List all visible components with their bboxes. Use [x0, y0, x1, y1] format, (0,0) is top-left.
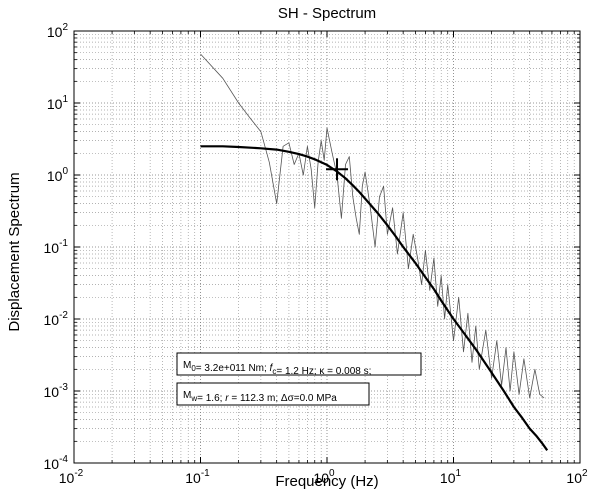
x-tick-label: 102: [566, 468, 588, 486]
observed-spectrum-line: [200, 53, 545, 399]
x-tick-label: 10-2: [59, 468, 84, 486]
y-tick-label: 10-2: [44, 310, 69, 328]
plot-area: 10-2 10-1 100 101 102 10-4 10-3 10-2 10-1 100 101 1…: [44, 22, 588, 486]
chart-title: SH - Spectrum: [278, 5, 376, 22]
y-tick-label: 102: [47, 22, 69, 40]
x-tick-label: 101: [440, 468, 462, 486]
x-tick-label: 100: [313, 468, 335, 486]
annotation-text: M0= 3.2e+011 Nm; fc= 1.2 Hz; κ = 0.008 s…: [183, 360, 371, 377]
y-tick-label: 101: [47, 94, 69, 112]
y-tick-label: 10-3: [44, 382, 69, 400]
y-axis-label: Displacement Spectrum: [6, 172, 23, 331]
x-axis-label: Frequency (Hz): [275, 473, 378, 490]
model-spectrum-line: [200, 145, 549, 451]
annotation-text: Mw= 1.6; r = 112.3 m; Δσ=0.0 MPa: [183, 390, 337, 404]
annotation-box: [176, 382, 370, 406]
x-tick-label: 10-1: [185, 468, 210, 486]
y-tick-label: 10-4: [44, 454, 69, 472]
y-tick-label: 10-1: [44, 238, 69, 256]
annotation-box: [176, 352, 422, 376]
y-tick-label: 100: [47, 166, 69, 184]
